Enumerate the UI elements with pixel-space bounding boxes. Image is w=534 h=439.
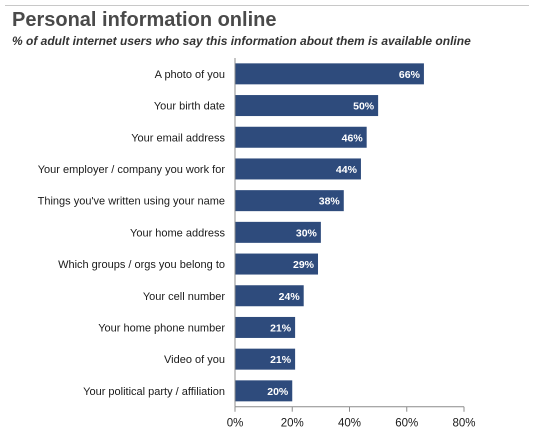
category-label: A photo of you (155, 69, 225, 81)
bar (235, 63, 424, 85)
x-tick-label: 0% (227, 418, 244, 430)
value-label: 21% (270, 354, 292, 366)
bar (235, 126, 367, 148)
category-label: Your employer / company you work for (38, 164, 226, 176)
bar (235, 380, 293, 402)
bar (235, 348, 296, 370)
category-label: Your birth date (154, 101, 225, 113)
category-label: Your home phone number (98, 322, 225, 334)
category-label: Your cell number (143, 291, 225, 303)
value-label: 44% (336, 164, 358, 176)
category-label: Which groups / orgs you belong to (58, 259, 225, 271)
bars-layer: 66% 50% 46% 44% 38% 30% 29% 24% 21% 21% 20% (235, 63, 424, 402)
bar (235, 158, 361, 180)
x-tick-label: 20% (281, 418, 304, 430)
bar (235, 95, 379, 117)
value-label: 66% (399, 69, 421, 81)
category-label: Your email address (131, 132, 225, 144)
chart-title: Personal information online (12, 9, 277, 31)
bar (235, 316, 296, 338)
chart-subtitle: % of adult internet users who say this i… (12, 34, 471, 48)
x-tick-label: 60% (395, 418, 418, 430)
x-tick-label: 40% (338, 418, 361, 430)
bar (235, 190, 344, 212)
title-rule (5, 5, 529, 6)
value-label: 46% (342, 132, 364, 144)
value-label: 30% (296, 227, 318, 239)
value-label: 21% (270, 322, 292, 334)
value-label: 29% (293, 259, 315, 271)
bar (235, 285, 304, 307)
value-label: 38% (319, 196, 341, 208)
category-label: Video of you (164, 354, 225, 366)
bar (235, 253, 319, 275)
category-label: Your home address (130, 227, 225, 239)
axis-layer: A photo of you Your birth date Your email … (38, 58, 476, 430)
category-label: Your political party / affiliation (83, 386, 225, 398)
value-label: 20% (267, 386, 289, 398)
x-tick-label: 80% (452, 418, 475, 430)
value-label: 50% (353, 101, 375, 113)
category-label: Things you've written using your name (38, 196, 225, 208)
bar (235, 221, 321, 243)
value-label: 24% (279, 291, 301, 303)
